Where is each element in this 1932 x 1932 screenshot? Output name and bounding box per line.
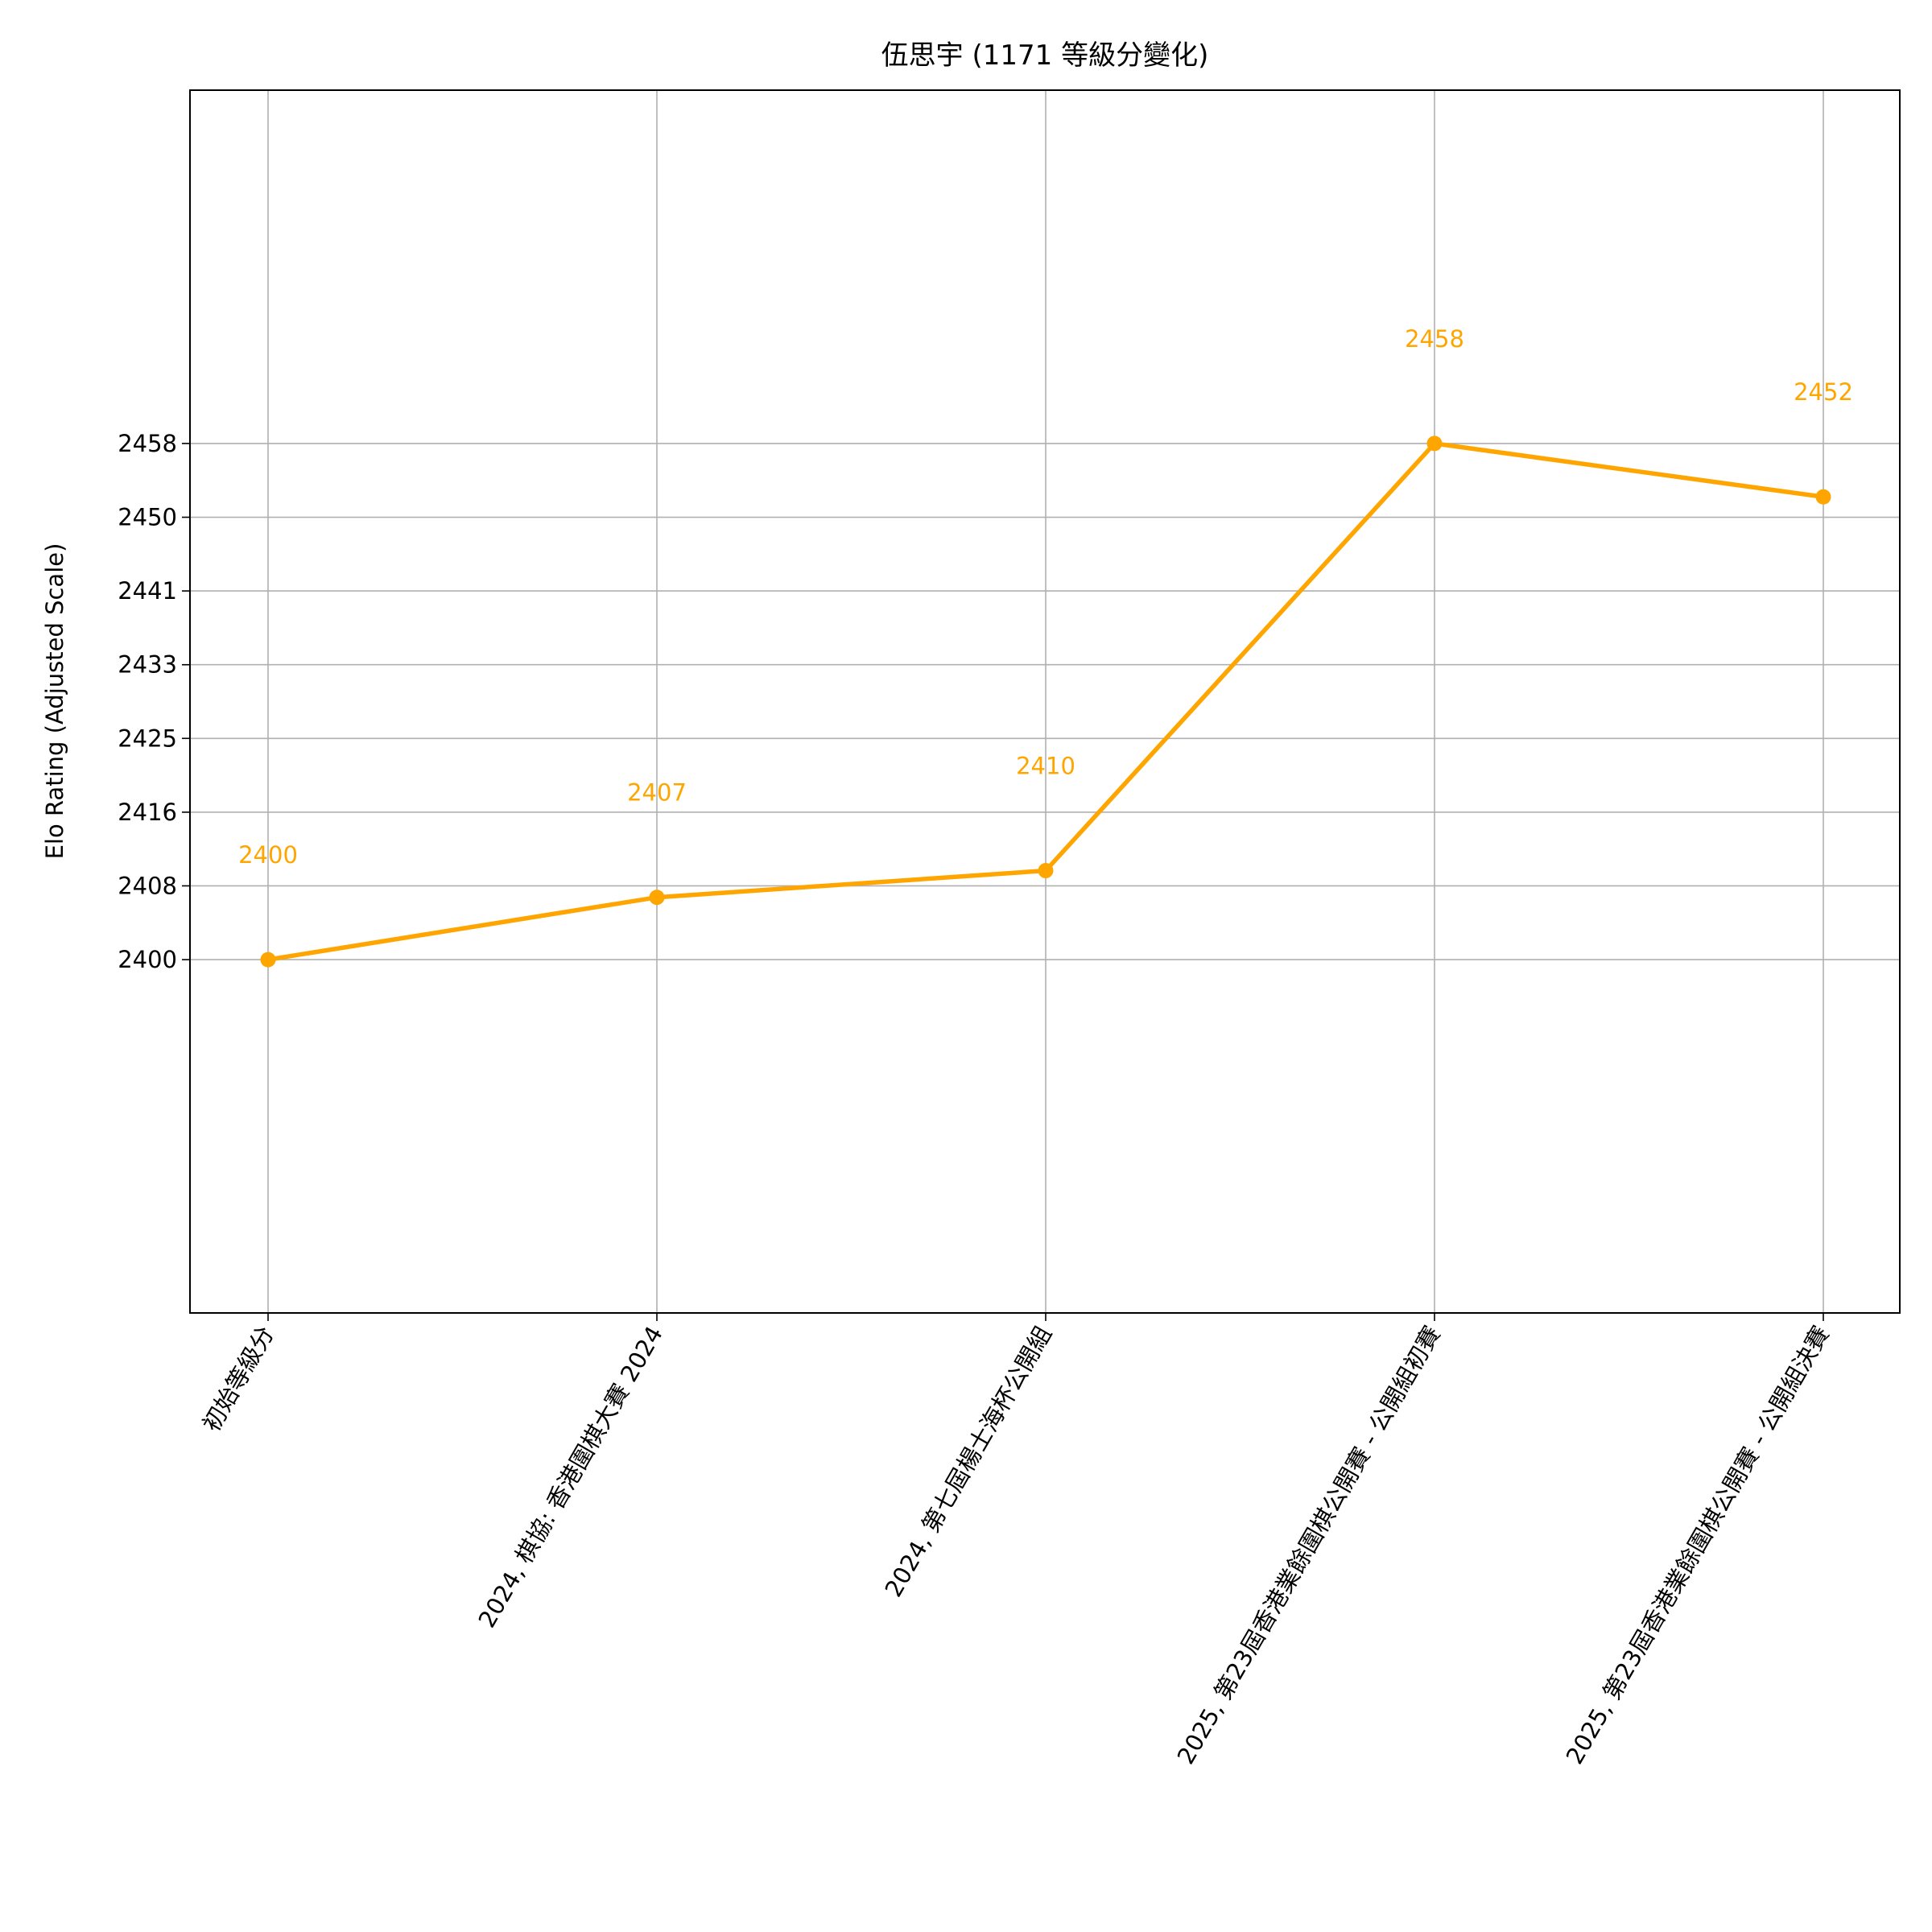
data-label: 2407 — [627, 779, 687, 807]
y-tick-label: 2408 — [118, 872, 177, 899]
x-tick-label: 2024, 棋協: 香港圍棋大賽 2024 — [473, 1322, 668, 1633]
x-tick-label: 2025, 第23屆香港業餘圍棋公開賽 - 公開組決賽 — [1561, 1322, 1835, 1769]
y-tick-label: 2433 — [118, 651, 177, 679]
marker — [1815, 489, 1831, 505]
y-tick-label: 2450 — [118, 504, 177, 531]
y-tick-label: 2416 — [118, 799, 177, 826]
y-axis-label: Elo Rating (Adjusted Scale) — [41, 543, 68, 860]
marker — [1038, 863, 1054, 879]
marker — [260, 952, 276, 968]
data-label: 2400 — [238, 841, 298, 869]
data-label: 2410 — [1016, 753, 1075, 780]
y-tick-label: 2425 — [118, 724, 177, 752]
x-tick-label: 2024, 第七屆楊士海杯公開組 — [879, 1322, 1057, 1602]
marker — [649, 890, 665, 906]
x-tick-label: 初始等級分 — [197, 1322, 279, 1437]
marker — [1426, 436, 1443, 452]
y-tick-label: 2441 — [118, 577, 177, 605]
chart-title: 伍思宇 (1171 等級分變化) — [881, 39, 1209, 72]
data-label: 2452 — [1794, 378, 1853, 406]
y-tick-label: 2458 — [118, 430, 177, 457]
x-tick-label: 2025, 第23屆香港業餘圍棋公開賽 - 公開組初賽 — [1172, 1322, 1446, 1769]
y-tick-label: 2400 — [118, 946, 177, 973]
plot-frame — [189, 89, 1901, 1314]
data-label: 2458 — [1405, 325, 1464, 353]
